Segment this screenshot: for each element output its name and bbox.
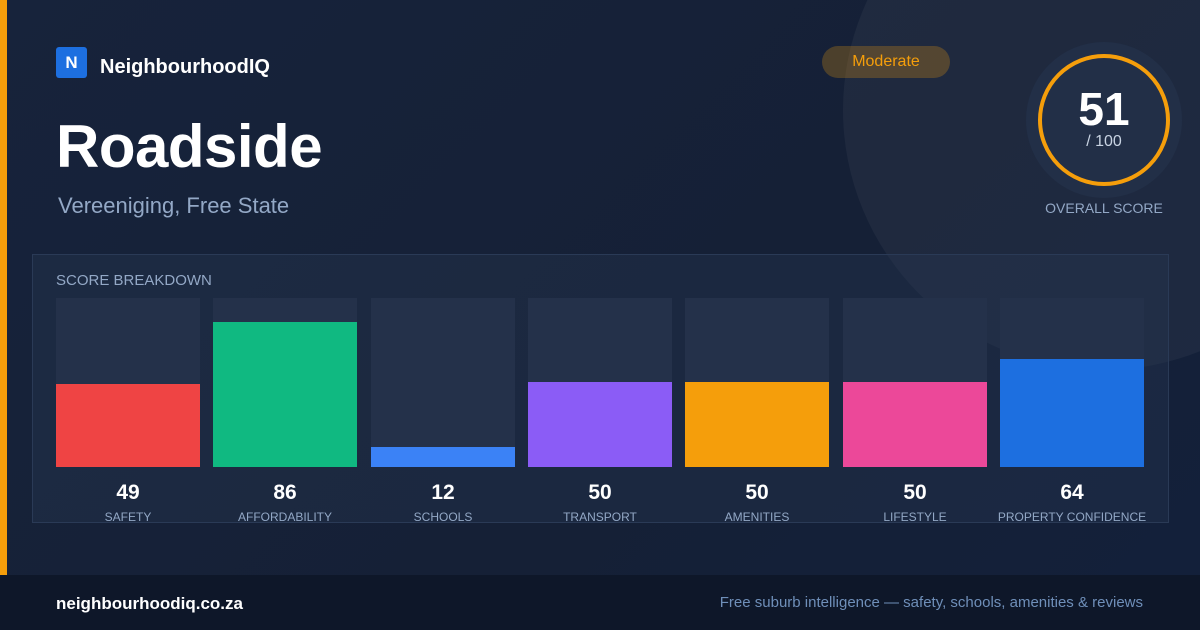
footer-url[interactable]: neighbourhoodiq.co.za	[56, 594, 243, 613]
bar-label: LIFESTYLE	[883, 510, 947, 524]
bar-value: 50	[588, 481, 612, 504]
bar-track	[56, 298, 200, 467]
bar-column-safety: 49 SAFETY	[56, 298, 200, 524]
footer-tagline: Free suburb intelligence — safety, schoo…	[719, 594, 1143, 611]
breakdown-title: SCORE BREAKDOWN	[56, 272, 212, 289]
bar-column-transport: 50 TRANSPORT	[528, 298, 672, 524]
bar-fill	[213, 322, 357, 467]
overall-score-ring: 51 / 100	[1026, 42, 1182, 198]
footer: neighbourhoodiq.co.za Free suburb intell…	[0, 575, 1200, 630]
overall-score-value: 51	[1078, 83, 1130, 135]
bar-fill	[685, 382, 829, 467]
bar-label: AFFORDABILITY	[237, 510, 332, 524]
bar-label: TRANSPORT	[563, 510, 637, 524]
bar-value: 50	[903, 481, 927, 504]
share-card: N NeighbourhoodIQ Roadside Vereeniging, …	[0, 0, 1200, 575]
score-breakdown-panel: SCORE BREAKDOWN 49 SAFETY 86 AFFORDABILITY 1…	[32, 254, 1169, 524]
bar-track	[371, 298, 515, 467]
bar-value: 86	[273, 481, 297, 504]
bar-value: 49	[116, 481, 140, 504]
score-ring-progress	[1038, 54, 1170, 186]
bar-label: AMENITIES	[724, 510, 790, 524]
bar-column-lifestyle: 50 LIFESTYLE	[843, 298, 987, 524]
brand-name: NeighbourhoodIQ	[100, 56, 270, 78]
bar-track	[213, 298, 357, 467]
suburb-location: Vereeniging, Free State	[58, 193, 290, 218]
bar-value: 12	[431, 481, 455, 504]
bar-track	[843, 298, 987, 467]
bar-fill	[371, 447, 515, 467]
brand[interactable]: N NeighbourhoodIQ	[56, 46, 270, 79]
bar-label: SCHOOLS	[413, 510, 473, 524]
bar-column-amenities: 50 AMENITIES	[685, 298, 829, 524]
bar-track	[528, 298, 672, 467]
bar-fill	[1000, 359, 1144, 467]
bar-track	[1000, 298, 1144, 467]
breakdown-bars: 49 SAFETY 86 AFFORDABILITY 12 SCHOOLS 50 TRANSP…	[56, 298, 1146, 524]
bar-column-affordability: 86 AFFORDABILITY	[213, 298, 357, 524]
suburb-title: Roadside	[56, 113, 323, 180]
overall-score-label: OVERALL SCORE	[1045, 200, 1163, 216]
bar-fill	[843, 382, 987, 467]
bar-column-schools: 12 SCHOOLS	[371, 298, 515, 524]
bar-fill	[56, 384, 200, 467]
overall-score-max: / 100	[1086, 133, 1122, 150]
bar-label: PROPERTY CONFIDENCE	[997, 510, 1147, 524]
accent-bar	[0, 0, 7, 575]
bar-track	[685, 298, 829, 467]
bar-value: 64	[1060, 481, 1084, 504]
rating-badge: Moderate	[822, 46, 950, 78]
brand-logo-icon: N	[56, 47, 87, 78]
bar-fill	[528, 382, 672, 467]
bar-value: 50	[745, 481, 769, 504]
bar-column-property-confidence: 64 PROPERTY CONFIDENCE	[998, 298, 1146, 524]
bar-label: SAFETY	[104, 510, 152, 524]
